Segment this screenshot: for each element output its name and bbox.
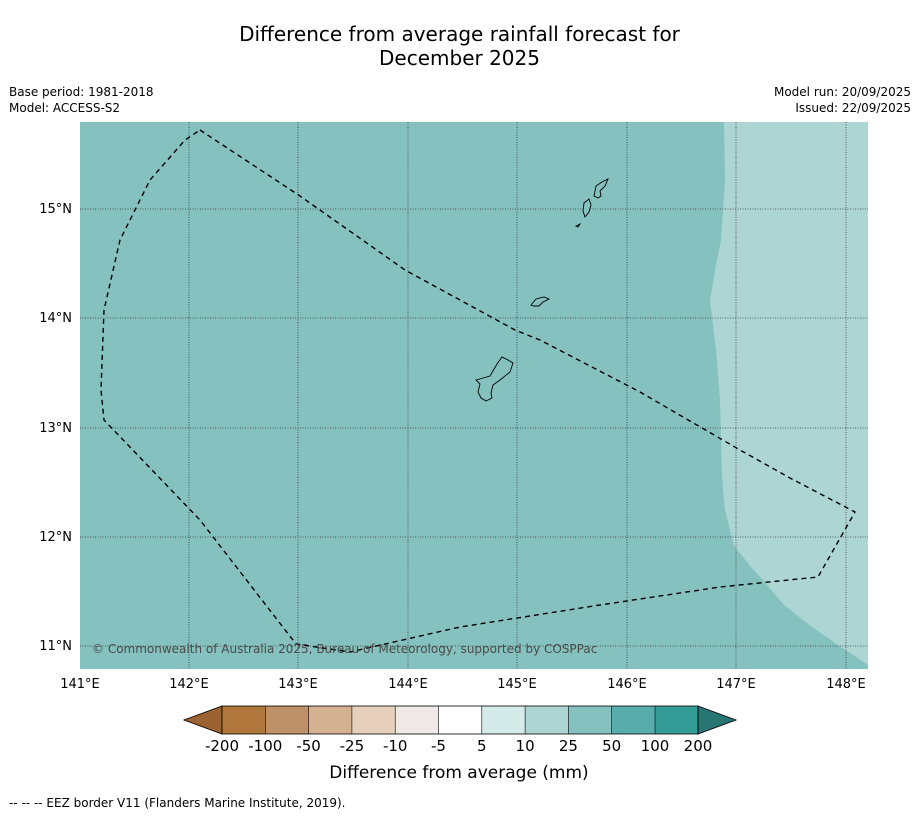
colorbar-bin-8 <box>525 706 569 734</box>
tick-label-8: 10 <box>516 737 535 755</box>
region-10-25 <box>710 122 868 665</box>
colorbar-bin-1 <box>222 706 266 734</box>
eez-border <box>100 129 856 653</box>
tick-label-6: -5 <box>431 737 446 755</box>
map-panel: © Commonwealth of Australia 2025, Bureau… <box>80 122 868 669</box>
title-line-2: December 2025 <box>379 46 540 70</box>
lon-axis-labels: 141°E 142°E 143°E 144°E 145°E 146°E 147°… <box>60 677 866 692</box>
island-tinian <box>582 198 592 218</box>
lon-label-145: 145°E <box>497 677 537 692</box>
meta-right: Model run: 20/09/2025 Issued: 22/09/2025 <box>774 84 911 116</box>
colorbar-title: Difference from average (mm) <box>329 763 588 783</box>
tick-label-3: -50 <box>296 737 321 755</box>
colorbar-bin-3 <box>308 706 352 734</box>
colorbar-outline <box>221 705 699 735</box>
lat-label-11: 11°N <box>39 639 72 654</box>
lon-label-144: 144°E <box>388 677 428 692</box>
colorbar-bin-4 <box>351 706 396 734</box>
colorbar: -200 -100 -50 -25 -10 -5 5 10 25 50 100 … <box>182 705 738 783</box>
tick-label-1: -200 <box>205 737 239 755</box>
meta-left: Base period: 1981-2018 Model: ACCESS-S2 <box>9 84 154 116</box>
lon-label-146: 146°E <box>607 677 647 692</box>
islands <box>475 178 609 402</box>
colorbar-low-extend <box>182 705 223 735</box>
lat-label-14: 14°N <box>39 311 72 326</box>
eez-footnote: -- -- -- EEZ border V11 (Flanders Marine… <box>9 796 346 810</box>
tick-label-11: 100 <box>641 737 670 755</box>
colorbar-bin-5 <box>395 706 439 734</box>
lat-label-12: 12°N <box>39 530 72 545</box>
lat-label-13: 13°N <box>39 421 72 436</box>
colorbar-bin-9 <box>568 706 612 734</box>
colorbar-bin-10 <box>611 706 655 734</box>
copyright-text: © Commonwealth of Australia 2025, Bureau… <box>92 642 597 656</box>
tick-label-12: 200 <box>684 737 713 755</box>
tick-label-2: -100 <box>248 737 282 755</box>
tick-label-5: -10 <box>383 737 408 755</box>
lon-label-143: 143°E <box>278 677 318 692</box>
base-period: Base period: 1981-2018 <box>9 85 154 99</box>
lon-label-142: 142°E <box>169 677 209 692</box>
tick-label-10: 50 <box>602 737 621 755</box>
island-saipan <box>593 178 609 199</box>
map-title: Difference from average rainfall forecas… <box>0 22 919 70</box>
colorbar-dividers <box>264 706 656 734</box>
tick-label-9: 25 <box>559 737 578 755</box>
colorbar-bin-2 <box>265 706 309 734</box>
island-rota <box>530 296 551 307</box>
island-aguijan <box>574 222 582 228</box>
tick-label-4: -25 <box>340 737 365 755</box>
island-guam <box>475 356 514 402</box>
grid-lines <box>80 122 868 669</box>
colorbar-tick-labels: -200 -100 -50 -25 -10 -5 5 10 25 50 100 … <box>205 737 712 755</box>
issued-date: Issued: 22/09/2025 <box>795 101 911 115</box>
colorbar-high-extend <box>697 705 738 735</box>
lat-axis-labels: 15°N 14°N 13°N 12°N 11°N <box>39 202 72 654</box>
colorbar-bin-6 <box>438 706 482 734</box>
model-run: Model run: 20/09/2025 <box>773 85 911 99</box>
lon-label-141: 141°E <box>60 677 100 692</box>
colorbar-bin-11 <box>655 706 698 734</box>
model-name: Model: ACCESS-S2 <box>9 101 121 115</box>
tick-label-7: 5 <box>477 737 487 755</box>
lon-label-147: 147°E <box>716 677 756 692</box>
lat-label-15: 15°N <box>39 202 72 217</box>
lon-label-148: 148°E <box>826 677 866 692</box>
title-line-1: Difference from average rainfall forecas… <box>239 22 680 46</box>
colorbar-bin-7 <box>481 706 526 734</box>
